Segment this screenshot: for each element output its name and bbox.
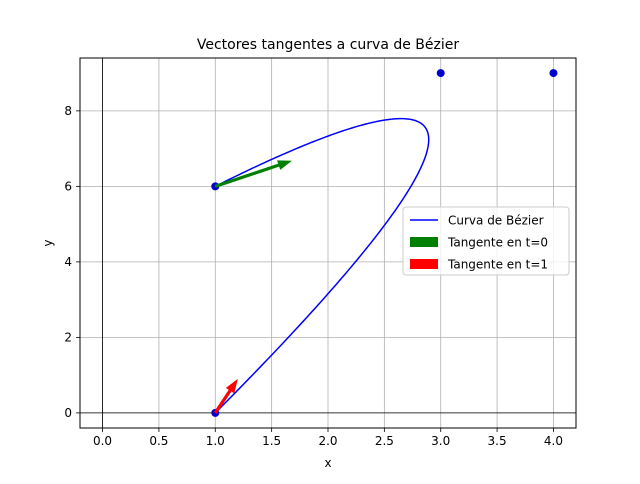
x-tick-label: 4.0 <box>544 434 563 448</box>
legend-label: Tangente en t=0 <box>447 236 548 250</box>
x-axis-label: x <box>324 456 331 470</box>
y-tick-label: 4 <box>64 255 72 269</box>
legend-label: Tangente en t=1 <box>447 258 548 272</box>
zero-lines <box>80 58 576 428</box>
legend-box <box>402 206 570 276</box>
x-tick-label: 0.5 <box>149 434 168 448</box>
x-tick-label: 2.0 <box>318 434 337 448</box>
x-tick-label: 2.5 <box>375 434 394 448</box>
legend-swatch <box>410 237 438 247</box>
x-tick-label: 1.0 <box>206 434 225 448</box>
x-tick-label: 3.5 <box>488 434 507 448</box>
control-point <box>436 69 445 78</box>
control-point <box>549 69 558 78</box>
y-tick-label: 0 <box>64 406 72 420</box>
y-tick-label: 8 <box>64 104 72 118</box>
x-axis-ticks: 0.0 0.5 1.0 1.5 2.0 2.5 3.0 3.5 4.0 <box>93 428 563 448</box>
legend: Curva de Bézier Tangente en t=0 Tangente e… <box>402 206 570 276</box>
x-tick-label: 0.0 <box>93 434 112 448</box>
x-tick-label: 3.0 <box>431 434 450 448</box>
data-layer <box>211 69 558 417</box>
tangent-arrow <box>214 160 292 188</box>
tangent-arrow <box>213 378 238 414</box>
chart-title: Vectores tangentes a curva de Bézier <box>197 37 460 53</box>
y-axis-ticks: 0 2 4 6 8 <box>64 104 80 420</box>
x-tick-label: 1.5 <box>262 434 281 448</box>
legend-swatch <box>410 259 438 269</box>
legend-label: Curva de Bézier <box>448 214 544 228</box>
y-tick-label: 2 <box>64 330 72 344</box>
y-tick-label: 6 <box>64 179 72 193</box>
bezier-curve-line <box>214 117 430 414</box>
y-axis-label: y <box>41 239 55 246</box>
